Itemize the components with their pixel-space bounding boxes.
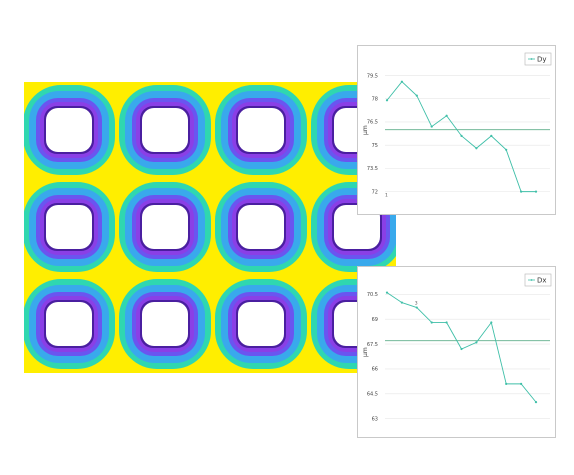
data-point: [490, 321, 493, 324]
data-point: [415, 94, 418, 97]
data-point: [475, 341, 478, 344]
dy-line-chart: Dy 79.5 78 76.5 75 73.5 72 µm 1: [362, 52, 552, 199]
y-axis-label: µm: [362, 125, 369, 135]
heatmap-hole: [142, 205, 188, 249]
heatmap-cell: [24, 85, 115, 175]
data-point: [534, 190, 538, 193]
point-index-label: 1: [385, 193, 388, 199]
heatmap-hole: [238, 205, 284, 249]
data-point: [520, 190, 523, 193]
dy-chart-panel: Dy 79.5 78 76.5 75 73.5 72 µm 1: [357, 45, 556, 215]
y-tick-label: 63: [372, 417, 378, 423]
y-tick-label: 64.5: [367, 392, 378, 398]
legend: Dx: [524, 273, 552, 287]
heatmap-hole: [46, 108, 92, 152]
heatmap-hole: [142, 108, 188, 152]
data-point: [430, 321, 433, 324]
data-point: [460, 347, 463, 351]
data-point: [400, 301, 403, 304]
deviation-heatmap: [24, 82, 396, 373]
legend: Dy: [524, 52, 552, 66]
y-tick-label: 75: [372, 143, 378, 149]
data-point: [445, 321, 448, 324]
data-point: [505, 382, 508, 385]
data-point: [460, 134, 463, 137]
series-line: [386, 292, 537, 403]
legend-label: Dy: [537, 56, 547, 64]
data-point: [430, 125, 433, 128]
heatmap-hole: [46, 205, 92, 249]
data-point: [505, 148, 508, 151]
y-axis-label: µm: [362, 347, 369, 357]
heatmap-hole: [334, 205, 380, 249]
heatmap-cell: [119, 279, 211, 369]
heatmap-hole: [238, 302, 284, 346]
heatmap-cell: [215, 85, 307, 175]
data-point: [415, 306, 418, 309]
data-point: [475, 147, 478, 150]
point-index-label: 3: [415, 301, 418, 307]
y-tick-label: 67.5: [367, 342, 378, 348]
data-point: [445, 114, 448, 117]
y-tick-label: 70.5: [367, 292, 378, 298]
y-tick-label: 76.5: [367, 120, 378, 126]
heatmap-hole: [238, 108, 284, 152]
dx-line-chart: Dx 70.5 69 67.5 66 64.5 63 µm 3: [362, 273, 552, 423]
dx-chart-panel: Dx 70.5 69 67.5 66 64.5 63 µm 3: [357, 266, 556, 438]
heatmap-hole: [46, 302, 92, 346]
data-point: [534, 401, 538, 404]
heatmap-cell: [119, 182, 211, 272]
data-point: [400, 80, 403, 83]
heatmap-cell: [24, 279, 115, 369]
y-tick-label: 73.5: [367, 166, 378, 172]
data-point: [385, 99, 389, 102]
y-tick-label: 66: [372, 367, 378, 373]
y-tick-label: 72: [372, 189, 378, 195]
data-point: [385, 291, 389, 294]
heatmap-cell: [24, 182, 115, 272]
y-tick-label: 78: [372, 97, 378, 103]
data-point: [490, 134, 493, 137]
heatmap-cell: [215, 279, 307, 369]
heatmap-cell: [119, 85, 211, 175]
data-point: [520, 382, 523, 385]
heatmap-cell: [215, 182, 307, 272]
y-tick-label: 69: [372, 317, 378, 323]
y-tick-label: 79.5: [367, 73, 378, 79]
heatmap-hole: [142, 302, 188, 346]
legend-label: Dx: [537, 277, 547, 285]
